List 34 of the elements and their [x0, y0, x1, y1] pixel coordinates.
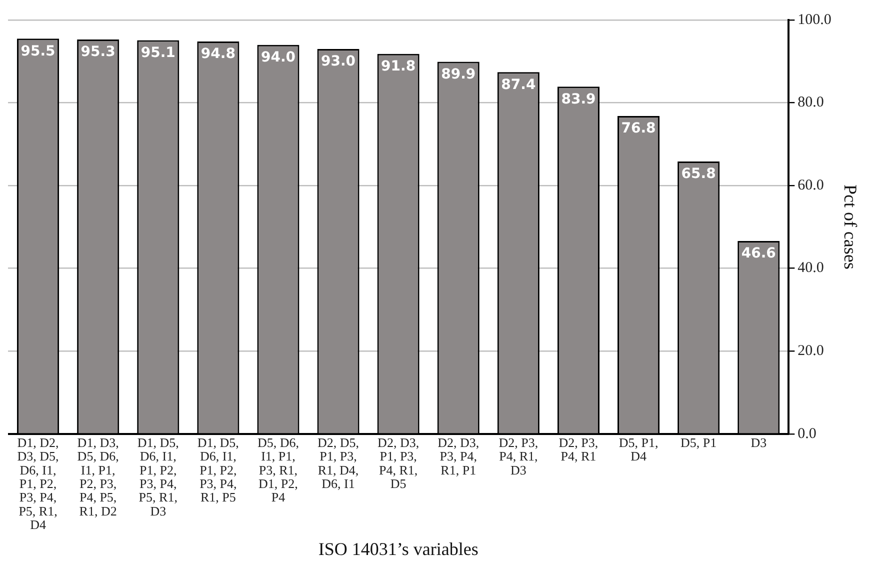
data-label: 46.6	[741, 246, 776, 262]
x-tick-label: D1, D5, D6, I1, P1, P2, P3, P4, P5, R1, D3	[137, 435, 179, 518]
y-axis-title: Pct of cases	[840, 184, 860, 270]
data-label: 89.9	[441, 66, 476, 82]
data-label: 83.9	[561, 91, 596, 108]
x-tick-label: D2, P3, P4, R1	[558, 435, 598, 464]
data-label: 94.0	[260, 49, 296, 66]
data-label: 95.3	[80, 44, 116, 60]
data-label: 95.1	[140, 44, 176, 61]
x-tick-label: D1, D3, D5, D6, I1, P1, P2, P3, P4, P5, R1, D2	[77, 435, 119, 518]
data-label: 95.5	[20, 43, 56, 60]
data-label: 76.8	[621, 120, 656, 137]
x-tick-label: D2, D3, P3, P4, R1, P1	[438, 435, 480, 478]
x-tick-label: D5, D6, I1, P1, P3, R1, D1, P2, P4	[257, 435, 299, 505]
x-tick-label: D1, D2, D3, D5, D6, I1, P1, P2, P3, P4, P5, R1, D4	[17, 435, 59, 532]
y-tick-label: 60.0	[798, 177, 824, 194]
y-tick-label: 40.0	[798, 260, 824, 276]
x-tick-label: D5, P1, D4	[618, 435, 658, 464]
x-tick-label: D2, D3, P1, P3, P4, R1, D5	[378, 435, 420, 492]
data-label: 65.8	[681, 166, 716, 182]
data-label: 87.4	[501, 76, 536, 93]
y-tick-label: 0.0	[798, 426, 816, 442]
x-tick-label: D3	[750, 435, 767, 450]
data-label: 93.0	[321, 54, 356, 70]
data-label: 94.8	[200, 46, 236, 62]
y-tick-label: 80.0	[798, 94, 824, 111]
y-tick-label: 100.0	[798, 12, 832, 28]
x-axis-title: ISO 14031’s variables	[318, 538, 478, 559]
x-tick-label: D2, D5, P1, P3, R1, D4, D6, I1	[318, 435, 360, 492]
x-tick-label: D1, D5, D6, I1, P1, P2, P3, P4, R1, P5	[197, 435, 239, 505]
x-tick-label: D5, P1	[680, 435, 717, 450]
data-label: 91.8	[381, 58, 416, 75]
x-tick-label: D2, P3, P4, R1, D3	[498, 435, 538, 478]
y-tick-label: 20.0	[798, 343, 824, 360]
